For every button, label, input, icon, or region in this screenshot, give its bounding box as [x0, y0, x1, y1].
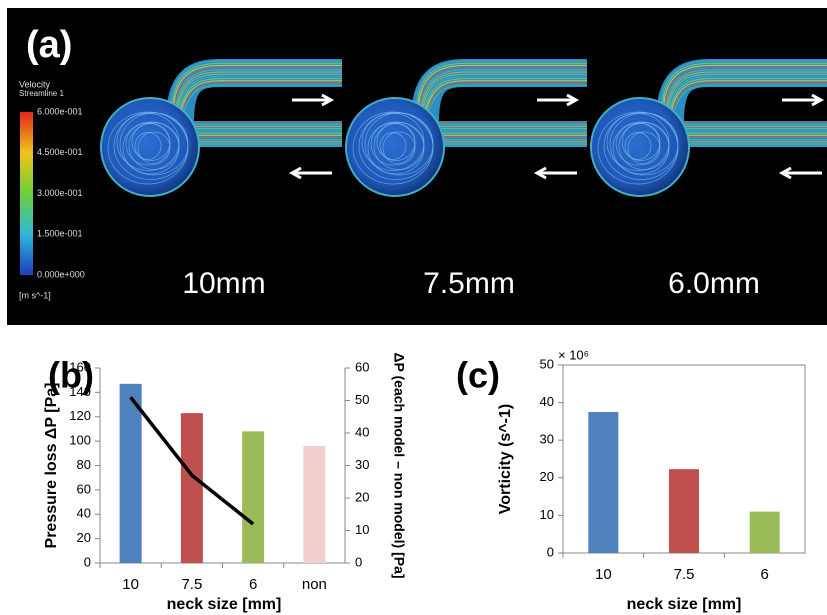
y-tick-label: 60: [77, 481, 91, 496]
y2-tick-label: 20: [355, 489, 369, 504]
colorbar-unit: [m s^-1]: [19, 290, 51, 300]
y-tick-label: 100: [69, 433, 91, 448]
colorbar-tick-label: 4.500e-001: [37, 147, 83, 157]
x-axis-label: neck size [mm]: [627, 596, 742, 613]
y-tick-label: 10: [540, 507, 554, 522]
colorbar-tick-label: 3.000e-001: [37, 188, 83, 198]
figure: (a) VelocityStreamline 1 6.000e-001 4.500e-…: [0, 0, 827, 615]
y2-tick-label: 10: [355, 522, 369, 537]
colorbar-title: Velocity: [19, 79, 51, 89]
bar: [588, 412, 618, 553]
y2-tick-label: 30: [355, 457, 369, 472]
y2-axis-label: ΔP (each model – non model) [Pa]: [391, 352, 407, 578]
y2-tick-label: 50: [355, 392, 369, 407]
case-label: 6.0mm: [668, 267, 760, 300]
x-tick-label: 6: [760, 566, 768, 583]
panel-label: (a): [26, 24, 72, 66]
y-tick-label: 160: [69, 359, 91, 374]
y-tick-label: 120: [69, 408, 91, 423]
colorbar-tick-label: 1.500e-001: [37, 229, 83, 239]
x-tick-label: 6: [249, 576, 257, 593]
panel-label: (c): [456, 355, 500, 396]
x-tick-label: non: [302, 576, 327, 593]
case-label: 10mm: [182, 267, 265, 300]
colorbar: [20, 112, 33, 275]
y-tick-label: 30: [540, 432, 554, 447]
axis-multiplier: × 10⁶: [558, 347, 589, 362]
y2-tick-label: 40: [355, 424, 369, 439]
bar: [120, 384, 142, 563]
y-tick-label: 0: [547, 544, 554, 559]
bar: [303, 446, 325, 563]
bar: [242, 431, 264, 563]
bar: [669, 469, 699, 553]
y-tick-label: 40: [77, 506, 91, 521]
colorbar-tick-label: 0.000e+000: [37, 269, 85, 279]
bar: [750, 512, 780, 553]
y-tick-label: 20: [540, 469, 554, 484]
y-axis-label: Pressure loss ΔP [Pa]: [43, 383, 60, 549]
y-tick-label: 140: [69, 384, 91, 399]
case-label: 7.5mm: [423, 267, 515, 300]
x-tick-label: 10: [595, 566, 612, 583]
y2-tick-label: 60: [355, 359, 369, 374]
y2-tick-label: 0: [355, 554, 362, 569]
y-tick-label: 20: [77, 530, 91, 545]
x-tick-label: 7.5: [181, 576, 202, 593]
y-axis-label: Vorticity (s^-1): [497, 404, 514, 514]
y-tick-label: 80: [77, 457, 91, 472]
y-tick-label: 40: [540, 394, 554, 409]
y-tick-label: 50: [540, 356, 554, 371]
y-tick-label: 0: [84, 554, 91, 569]
x-tick-label: 10: [122, 576, 139, 593]
colorbar-subtitle: Streamline 1: [19, 89, 64, 98]
x-axis-label: neck size [mm]: [167, 596, 282, 613]
x-tick-label: 7.5: [674, 566, 695, 583]
bar: [181, 413, 203, 563]
colorbar-tick-label: 6.000e-001: [37, 106, 83, 116]
